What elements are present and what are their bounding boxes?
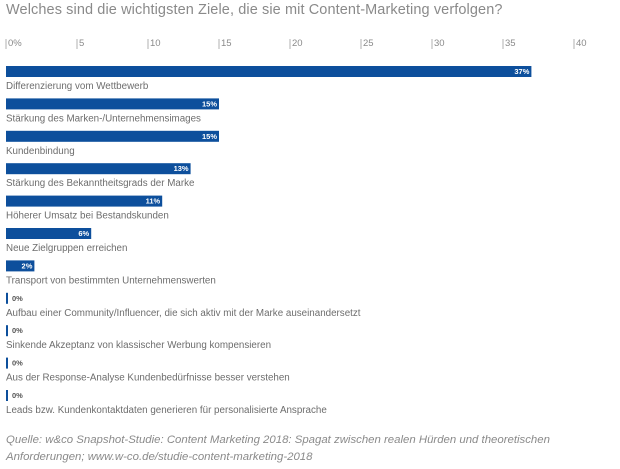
bar-value-label: 0% (12, 359, 23, 368)
category-label: Aus der Response-Analyse Kundenbedürfnis… (6, 373, 290, 384)
bar-value-label: 0% (12, 294, 23, 303)
source-note: Quelle: w&co Snapshot-Studie: Content Ma… (6, 434, 550, 463)
bar-value-label: 15% (202, 99, 217, 108)
x-tick-label: 20 (292, 38, 303, 49)
bar-value-label: 37% (514, 67, 529, 76)
bar (6, 66, 532, 77)
bar-value-label: 0% (12, 326, 23, 335)
bar (6, 260, 35, 272)
bar-value-label: 6% (78, 229, 89, 238)
category-label: Neue Zielgruppen erreichen (6, 243, 127, 254)
bar (6, 130, 219, 142)
bar-value-label: 0% (12, 391, 23, 400)
category-label: Leads bzw. Kundenkontaktdaten generieren… (6, 405, 327, 416)
bar (6, 357, 8, 369)
category-label: Höherer Umsatz bei Bestandskunden (6, 211, 169, 222)
x-tick-label: 40 (576, 38, 587, 49)
bar (6, 195, 163, 207)
category-label: Transport von bestimmten Unternehmenswer… (6, 275, 216, 286)
x-tick-label: 15 (221, 38, 232, 49)
bar (6, 292, 8, 304)
bar-value-label: 11% (146, 197, 161, 206)
category-label: Differenzierung vom Wettbewerb (6, 81, 149, 92)
bar (6, 228, 92, 239)
bar (6, 325, 8, 337)
category-label: Aufbau einer Community/Influencer, die s… (6, 308, 361, 319)
x-tick-label: 25 (363, 38, 374, 49)
x-tick-label: 10 (150, 38, 161, 49)
bar-value-label: 13% (174, 164, 189, 173)
category-label: Stärkung des Bekanntheitsgrads der Marke (6, 178, 195, 189)
category-label: Stärkung des Marken-/Unternehmensimages (6, 113, 201, 124)
bar (6, 98, 219, 110)
bar (6, 163, 191, 175)
category-label: Sinkende Akzeptanz von klassischer Werbu… (6, 340, 271, 351)
x-tick-label: 5 (79, 38, 84, 49)
x-tick-label: 30 (434, 38, 445, 49)
bar (6, 390, 8, 401)
chart-title: Welches sind die wichtigsten Ziele, die … (6, 2, 503, 18)
bar-chart: 0% 5 10 15 20 25 30 35 40 37% Differenzierung vom … (5, 38, 587, 416)
bar-value-label: 15% (202, 132, 217, 141)
x-tick-label: 0% (8, 38, 22, 49)
bar-value-label: 2% (22, 261, 33, 270)
category-label: Kundenbindung (6, 146, 75, 157)
x-tick-label: 35 (505, 38, 516, 49)
